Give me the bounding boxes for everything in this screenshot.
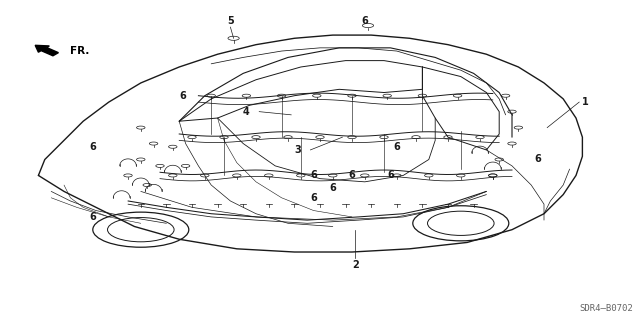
Text: SDR4–B0702: SDR4–B0702 bbox=[580, 304, 634, 313]
Text: 6: 6 bbox=[310, 193, 317, 203]
Text: FR.: FR. bbox=[70, 46, 90, 56]
Text: 2: 2 bbox=[352, 260, 358, 270]
Text: 5: 5 bbox=[227, 16, 234, 26]
Text: 3: 3 bbox=[294, 145, 301, 155]
Text: 6: 6 bbox=[330, 183, 336, 193]
Text: 6: 6 bbox=[349, 170, 355, 181]
Text: 6: 6 bbox=[534, 154, 541, 165]
Text: 6: 6 bbox=[362, 16, 368, 26]
Text: 1: 1 bbox=[582, 97, 589, 107]
FancyArrow shape bbox=[35, 45, 58, 56]
Text: 6: 6 bbox=[310, 170, 317, 181]
Text: 6: 6 bbox=[90, 212, 96, 222]
Text: 4: 4 bbox=[243, 107, 250, 117]
Text: 6: 6 bbox=[394, 142, 400, 152]
Text: 6: 6 bbox=[90, 142, 96, 152]
Text: 6: 6 bbox=[179, 91, 186, 101]
Text: 6: 6 bbox=[387, 170, 394, 181]
